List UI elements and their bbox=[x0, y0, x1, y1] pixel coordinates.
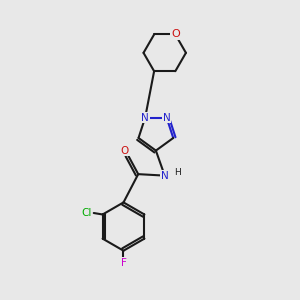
Text: N: N bbox=[161, 171, 169, 181]
Text: N: N bbox=[141, 112, 149, 123]
Text: N: N bbox=[163, 112, 170, 123]
Text: O: O bbox=[121, 146, 129, 156]
Text: Cl: Cl bbox=[81, 208, 92, 218]
Text: O: O bbox=[171, 29, 180, 40]
Text: F: F bbox=[121, 258, 126, 268]
Text: H: H bbox=[174, 168, 181, 177]
